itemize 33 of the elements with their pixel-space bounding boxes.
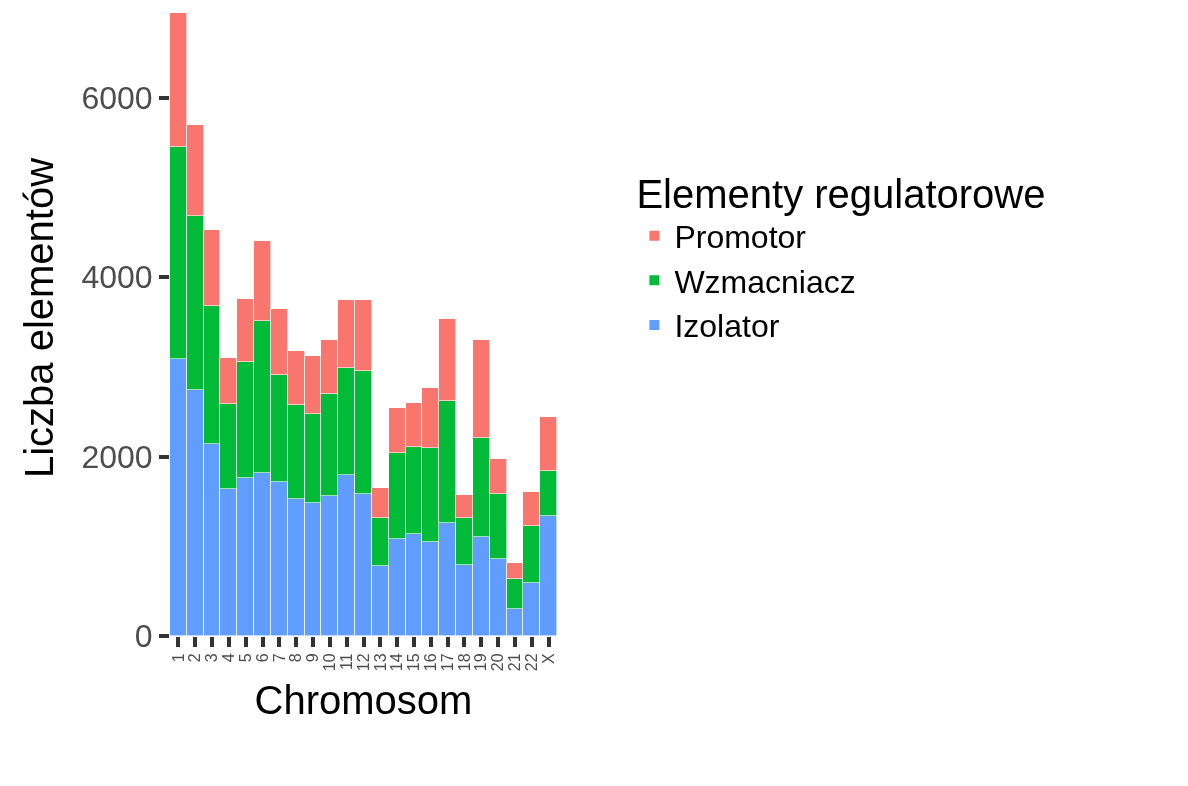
x-tick-label: 8 xyxy=(287,653,305,663)
legend-label: Izolator xyxy=(674,308,780,345)
y-axis-title: Liczba elementów xyxy=(16,157,61,479)
x-tick-label: 2 xyxy=(186,653,204,663)
y-tick-label: 4000 xyxy=(81,259,153,296)
x-tick-label: 9 xyxy=(304,653,322,663)
x-axis-title: Chromosom xyxy=(254,677,473,722)
x-tick-label: 20 xyxy=(489,653,507,672)
x-tick-label: 6 xyxy=(253,653,271,663)
x-tick-label: 11 xyxy=(337,653,355,671)
legend-title: Elementy regulatorowe xyxy=(636,172,1046,217)
y-tick-label: 0 xyxy=(134,618,153,655)
x-tick-label: 17 xyxy=(438,653,456,672)
x-tick-label: 13 xyxy=(371,653,389,672)
x-tick-label: X xyxy=(539,653,557,665)
x-tick-label: 22 xyxy=(522,653,540,672)
x-tick-label: 4 xyxy=(220,653,238,663)
x-tick-label: 1 xyxy=(169,653,187,663)
legend-label: Wzmacniacz xyxy=(674,263,856,300)
x-tick-label: 15 xyxy=(405,653,423,672)
x-tick-label: 19 xyxy=(472,653,490,672)
x-tick-label: 5 xyxy=(236,653,254,663)
x-tick-label: 12 xyxy=(354,653,372,672)
x-tick-label: 10 xyxy=(321,653,339,672)
x-tick-label: 7 xyxy=(270,653,288,663)
legend-label: Promotor xyxy=(674,219,807,256)
y-tick-label: 2000 xyxy=(81,438,153,475)
x-tick-label: 14 xyxy=(388,653,406,672)
y-tick-label: 6000 xyxy=(81,79,153,116)
x-tick-label: 16 xyxy=(422,653,439,672)
x-tick-label: 18 xyxy=(455,653,473,672)
x-tick-label: 3 xyxy=(203,653,221,663)
x-tick-label: 21 xyxy=(506,653,524,672)
